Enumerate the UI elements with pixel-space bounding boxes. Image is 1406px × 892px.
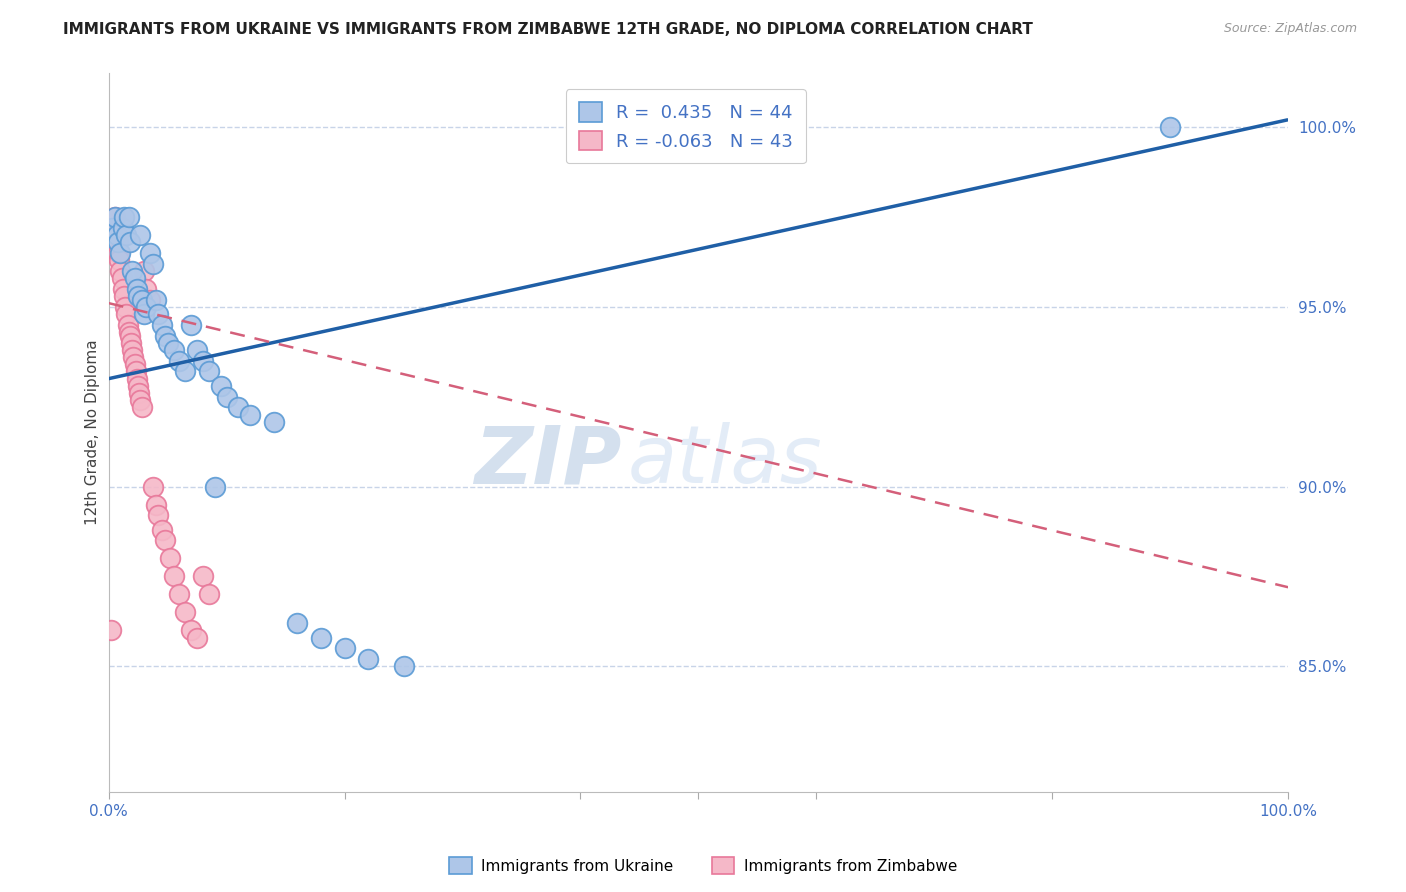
Point bbox=[103, 235, 125, 249]
Point bbox=[186, 631, 208, 645]
Point bbox=[112, 289, 135, 303]
Point bbox=[191, 569, 214, 583]
Point bbox=[131, 293, 153, 307]
Point bbox=[129, 227, 152, 242]
Point bbox=[162, 569, 184, 583]
Point bbox=[132, 264, 155, 278]
Point bbox=[285, 616, 308, 631]
Point bbox=[156, 335, 179, 350]
Y-axis label: 12th Grade, No Diploma: 12th Grade, No Diploma bbox=[86, 340, 100, 525]
Point bbox=[333, 641, 356, 656]
Point bbox=[125, 372, 148, 386]
Point bbox=[107, 235, 129, 249]
Point bbox=[142, 479, 165, 493]
Point bbox=[132, 307, 155, 321]
Point bbox=[146, 307, 169, 321]
Point bbox=[135, 282, 157, 296]
Point bbox=[180, 624, 202, 638]
Point bbox=[122, 350, 145, 364]
Point bbox=[139, 245, 162, 260]
Point bbox=[169, 353, 191, 368]
Legend: Immigrants from Ukraine, Immigrants from Zimbabwe: Immigrants from Ukraine, Immigrants from… bbox=[443, 851, 963, 880]
Point bbox=[191, 353, 214, 368]
Point bbox=[169, 587, 191, 601]
Point bbox=[150, 523, 173, 537]
Point bbox=[198, 364, 221, 378]
Point bbox=[124, 357, 146, 371]
Point bbox=[1159, 120, 1181, 134]
Point bbox=[114, 300, 136, 314]
Point bbox=[121, 264, 143, 278]
Point bbox=[112, 210, 135, 224]
Point bbox=[103, 210, 125, 224]
Point bbox=[198, 587, 221, 601]
Text: atlas: atlas bbox=[627, 423, 823, 500]
Point bbox=[117, 318, 139, 332]
Point bbox=[129, 393, 152, 408]
Legend: R =  0.435   N = 44, R = -0.063   N = 43: R = 0.435 N = 44, R = -0.063 N = 43 bbox=[565, 89, 806, 163]
Point bbox=[124, 271, 146, 285]
Point bbox=[357, 652, 380, 666]
Point bbox=[107, 245, 129, 260]
Point bbox=[209, 379, 232, 393]
Point bbox=[145, 498, 167, 512]
Point bbox=[215, 390, 238, 404]
Point bbox=[110, 245, 132, 260]
Point bbox=[125, 364, 148, 378]
Point bbox=[239, 408, 262, 422]
Point bbox=[309, 631, 332, 645]
Point bbox=[115, 307, 138, 321]
Point bbox=[155, 328, 177, 343]
Point bbox=[146, 508, 169, 523]
Point bbox=[118, 210, 141, 224]
Point bbox=[115, 227, 138, 242]
Point bbox=[110, 271, 132, 285]
Point bbox=[104, 227, 127, 242]
Point bbox=[150, 318, 173, 332]
Text: IMMIGRANTS FROM UKRAINE VS IMMIGRANTS FROM ZIMBABWE 12TH GRADE, NO DIPLOMA CORRE: IMMIGRANTS FROM UKRAINE VS IMMIGRANTS FR… bbox=[63, 22, 1033, 37]
Point bbox=[131, 401, 153, 415]
Point bbox=[174, 364, 197, 378]
Point bbox=[118, 328, 141, 343]
Point bbox=[103, 210, 125, 224]
Point bbox=[111, 282, 134, 296]
Point bbox=[108, 252, 131, 267]
Point bbox=[145, 293, 167, 307]
Point bbox=[263, 415, 285, 429]
Point bbox=[127, 289, 149, 303]
Point bbox=[110, 264, 132, 278]
Point bbox=[162, 343, 184, 357]
Point bbox=[120, 335, 142, 350]
Point bbox=[101, 220, 124, 235]
Text: ZIP: ZIP bbox=[474, 423, 621, 500]
Point bbox=[128, 386, 150, 401]
Point bbox=[204, 479, 226, 493]
Point bbox=[111, 220, 134, 235]
Point bbox=[118, 235, 141, 249]
Point bbox=[100, 624, 122, 638]
Point bbox=[121, 343, 143, 357]
Point bbox=[127, 379, 149, 393]
Point bbox=[105, 227, 128, 242]
Point bbox=[101, 220, 124, 235]
Point bbox=[125, 282, 148, 296]
Point bbox=[155, 533, 177, 548]
Point bbox=[139, 293, 162, 307]
Point bbox=[159, 551, 181, 566]
Text: Source: ZipAtlas.com: Source: ZipAtlas.com bbox=[1223, 22, 1357, 36]
Point bbox=[105, 235, 128, 249]
Point bbox=[180, 318, 202, 332]
Point bbox=[186, 343, 208, 357]
Point bbox=[392, 659, 415, 673]
Point bbox=[174, 606, 197, 620]
Point bbox=[118, 325, 141, 339]
Point bbox=[142, 256, 165, 270]
Point bbox=[135, 300, 157, 314]
Point bbox=[228, 401, 250, 415]
